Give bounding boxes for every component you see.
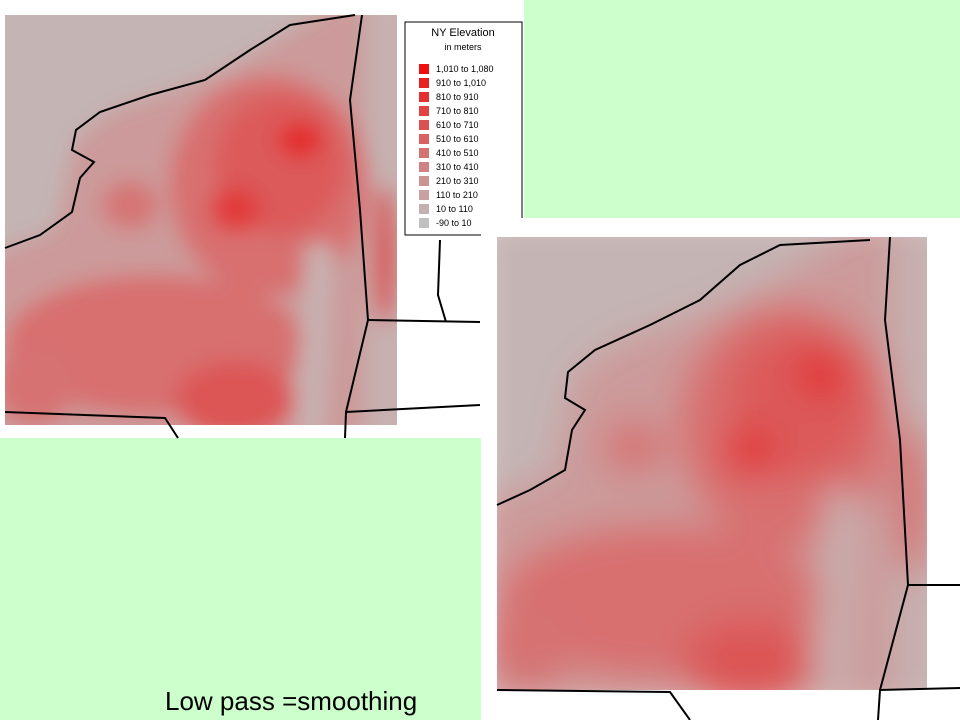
legend-swatch (419, 120, 429, 130)
legend-swatch (419, 92, 429, 102)
legend-label: 510 to 610 (436, 134, 479, 144)
legend-title: NY Elevation (431, 27, 494, 39)
caption: Low pass =smoothing (165, 686, 417, 716)
legend-label: 910 to 1,010 (436, 78, 486, 88)
legend-swatch (419, 78, 429, 88)
legend-swatch (419, 204, 429, 214)
right-borders (496, 236, 960, 720)
legend-label: 110 to 210 (436, 190, 478, 200)
legend-label: 710 to 810 (436, 106, 479, 116)
left-borders (4, 14, 481, 439)
legend-subtitle: in meters (444, 42, 482, 52)
legend-label: 1,010 to 1,080 (436, 64, 494, 74)
legend-label: 10 to 110 (436, 204, 473, 214)
legend-swatch (419, 106, 429, 116)
legend-swatch (419, 176, 429, 186)
legend-label: 610 to 710 (436, 120, 479, 130)
legend-label: 310 to 410 (436, 162, 479, 172)
legend-swatch (419, 190, 429, 200)
legend-label: 410 to 510 (436, 148, 479, 158)
legend-label: 210 to 310 (436, 176, 479, 186)
legend-swatch (419, 148, 429, 158)
right-map (497, 237, 927, 690)
legend-swatch (419, 134, 429, 144)
legend-label: -90 to 10 (436, 218, 472, 228)
legend-rows: 1,010 to 1,080 910 to 1,010 810 to 910 710 … (419, 64, 494, 228)
legend-label: 810 to 910 (436, 92, 479, 102)
legend-swatch (419, 64, 429, 74)
legend-swatch (419, 162, 429, 172)
legend-swatch (419, 218, 429, 228)
